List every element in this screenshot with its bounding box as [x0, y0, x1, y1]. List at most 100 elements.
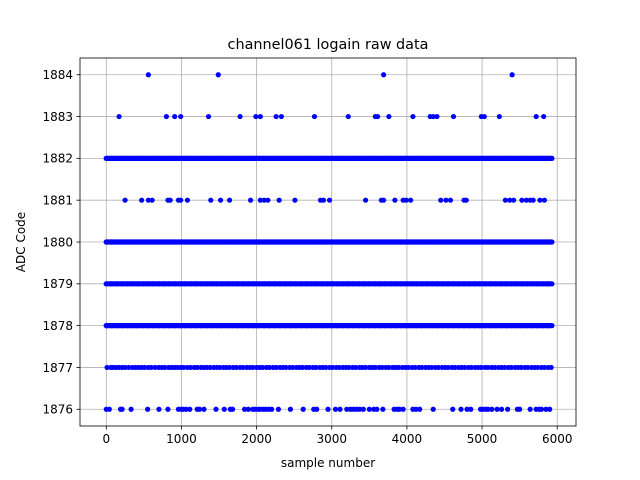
data-point: [314, 406, 320, 412]
data-point: [298, 155, 304, 161]
data-point: [362, 197, 369, 203]
data-point: [256, 281, 262, 287]
data-point: [122, 364, 128, 371]
data-point: [445, 323, 451, 329]
data-point: [447, 197, 454, 203]
data-point: [485, 406, 491, 412]
data-point: [303, 281, 309, 287]
data-point: [235, 281, 241, 287]
data-point: [277, 239, 283, 245]
data-point: [178, 113, 184, 120]
data-point: [547, 406, 553, 412]
data-point: [489, 406, 495, 412]
data-point: [524, 155, 530, 161]
data-point: [276, 197, 282, 203]
data-point: [430, 113, 436, 120]
data-point: [308, 281, 315, 287]
data-point: [198, 323, 204, 329]
data-point: [424, 281, 430, 287]
data-point: [103, 281, 109, 287]
data-point: [319, 239, 325, 245]
data-point: [496, 113, 502, 120]
data-point: [293, 239, 299, 245]
data-point: [371, 239, 378, 245]
data-point: [408, 323, 415, 329]
data-point: [382, 323, 388, 329]
y-tick-label: 1883: [42, 110, 73, 124]
data-point: [193, 323, 199, 329]
data-point: [303, 239, 309, 245]
data-point: [519, 323, 525, 329]
data-point: [166, 155, 173, 161]
data-point: [492, 239, 499, 245]
y-tick-label: 1877: [42, 361, 73, 375]
data-point: [140, 155, 146, 161]
data-point: [275, 406, 281, 412]
data-point: [337, 406, 343, 412]
data-point: [445, 239, 451, 245]
data-point: [398, 155, 404, 161]
data-point: [505, 406, 511, 412]
data-point: [535, 323, 541, 329]
data-point: [356, 323, 362, 329]
data-point: [182, 239, 188, 245]
data-point: [468, 406, 474, 412]
data-point: [114, 323, 120, 329]
data-point: [374, 406, 380, 412]
data-point: [277, 155, 283, 161]
data-point: [345, 323, 351, 329]
data-point: [535, 281, 541, 287]
data-point: [503, 323, 509, 329]
data-point: [266, 323, 272, 329]
data-point: [224, 281, 230, 287]
data-point: [498, 281, 504, 287]
data-point: [377, 323, 383, 329]
data-point: [398, 281, 404, 287]
data-point: [251, 281, 257, 287]
data-point: [182, 281, 188, 287]
data-point: [361, 239, 367, 245]
data-point: [345, 155, 351, 161]
data-point: [166, 323, 173, 329]
data-point: [540, 323, 546, 329]
data-point: [139, 197, 145, 203]
data-point: [183, 406, 189, 412]
data-point: [130, 323, 136, 329]
data-point: [540, 155, 546, 161]
data-point: [319, 323, 325, 329]
data-point: [419, 239, 425, 245]
data-point: [329, 239, 336, 245]
data-point: [272, 155, 278, 161]
data-point: [145, 323, 151, 329]
data-point: [277, 281, 283, 287]
data-point: [266, 364, 272, 371]
data-point: [440, 239, 446, 245]
data-point: [346, 364, 352, 371]
data-point: [545, 323, 551, 329]
data-point: [156, 406, 162, 412]
data-point: [429, 281, 436, 287]
data-point: [332, 406, 339, 412]
data-point: [205, 113, 212, 120]
data-point: [377, 155, 383, 161]
data-point: [235, 323, 241, 329]
x-tick-label: 4000: [392, 432, 423, 446]
data-point: [450, 406, 456, 412]
data-point: [492, 323, 499, 329]
data-point: [435, 364, 442, 371]
data-point: [329, 323, 336, 329]
data-point: [509, 72, 515, 78]
data-point: [340, 155, 346, 161]
data-point: [162, 364, 168, 371]
data-point: [124, 155, 130, 161]
data-point: [424, 155, 430, 161]
data-point: [253, 113, 259, 120]
data-point: [482, 323, 488, 329]
data-point: [300, 406, 306, 412]
data-point: [461, 281, 467, 287]
data-point: [273, 364, 279, 371]
data-point: [193, 281, 199, 287]
data-point: [193, 239, 199, 245]
data-point: [458, 406, 464, 412]
data-point: [313, 364, 319, 371]
